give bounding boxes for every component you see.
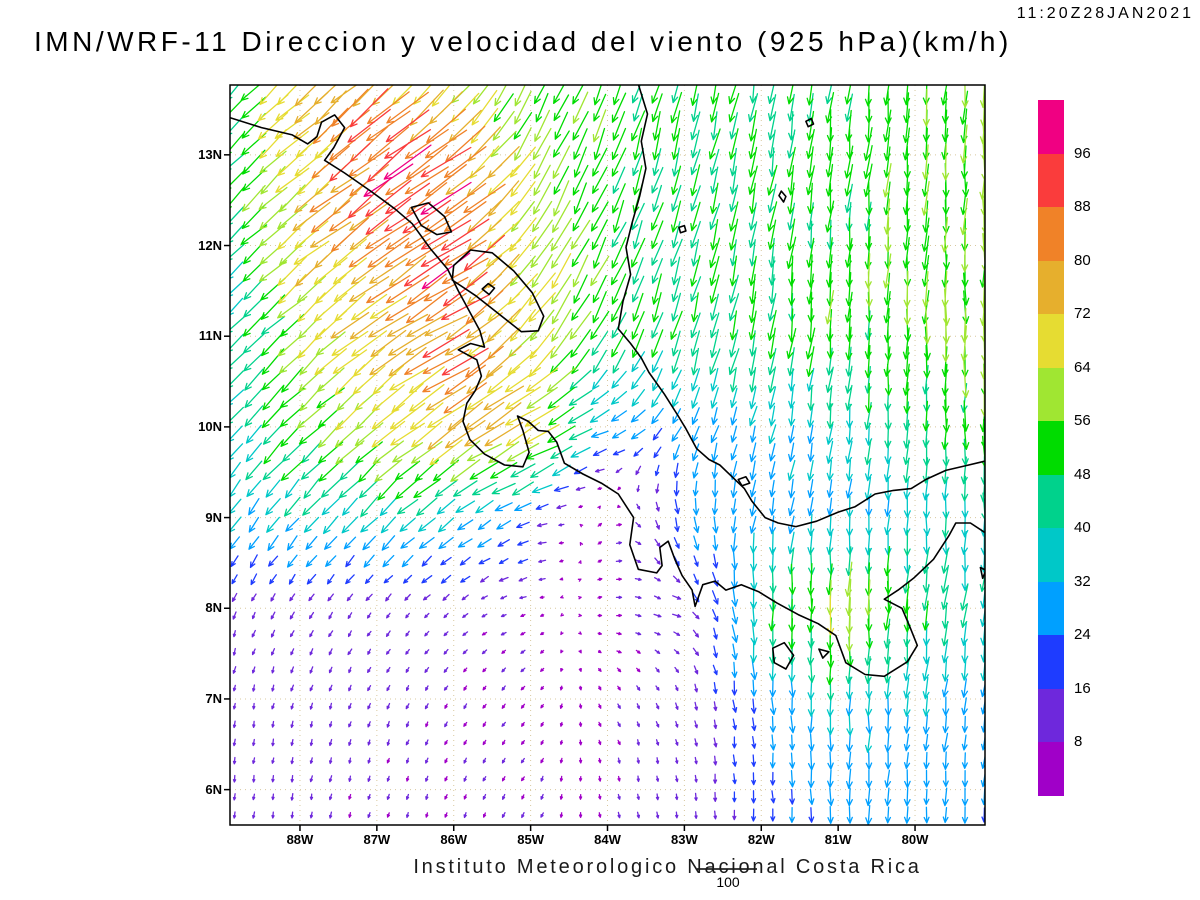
colorbar-label: 24 xyxy=(1074,626,1091,643)
coastline-corn-islands xyxy=(678,224,687,234)
x-tick-label: 83W xyxy=(671,832,698,847)
reference-vector-label: 100 xyxy=(716,874,740,890)
x-tick-label: 80W xyxy=(901,832,929,847)
x-tick-label: 87W xyxy=(363,832,391,847)
axis-ticks xyxy=(224,154,916,831)
colorbar-label: 72 xyxy=(1074,305,1091,322)
colorbar-label: 32 xyxy=(1074,572,1091,590)
gridlines xyxy=(230,85,985,825)
wind-arrows xyxy=(230,85,985,701)
wind-arrows xyxy=(329,88,506,376)
coastline-cebaco-island xyxy=(818,648,830,659)
x-tick-label: 82W xyxy=(747,832,775,847)
valid-timestamp: 11:20Z28JAN2021 xyxy=(1016,5,1194,22)
y-tick-label: 6N xyxy=(205,781,222,797)
wind-arrows xyxy=(230,85,985,686)
coastline-lake-managua xyxy=(410,202,453,236)
colorbar-label: 88 xyxy=(1074,198,1091,215)
colorbar-label: 16 xyxy=(1074,679,1091,697)
wind-arrows xyxy=(292,85,525,450)
x-tick-label: 85W xyxy=(517,832,544,847)
coastline-pacific-mainland xyxy=(230,114,985,678)
wind-arrows xyxy=(363,144,472,290)
wind-arrows xyxy=(348,486,641,819)
colorbar-label: 8 xyxy=(1074,733,1083,750)
y-tick-label: 13N xyxy=(198,146,222,162)
coastline-san-andres-island xyxy=(778,190,787,203)
coastline-ometepe-island xyxy=(481,282,496,296)
wind-arrows xyxy=(257,85,835,636)
coastline-providencia-island xyxy=(805,117,815,128)
wind-arrows xyxy=(241,85,985,652)
map-layers xyxy=(230,85,985,825)
colorbar-label: 80 xyxy=(1074,251,1091,269)
colorbar-segment xyxy=(1038,635,1064,689)
coastline-caribbean-coast xyxy=(617,85,985,528)
colorbar-segment xyxy=(1038,367,1064,421)
colorbar-segment xyxy=(1038,314,1064,368)
coastline-bocas-islands xyxy=(737,476,751,487)
x-tick-label: 84W xyxy=(594,832,621,847)
colorbar xyxy=(1038,100,1064,796)
wind-arrow-field xyxy=(230,85,985,825)
wind-arrows xyxy=(309,88,506,414)
y-tick-label: 11N xyxy=(198,328,222,344)
colorbar-segment xyxy=(1038,207,1064,261)
colorbar-label: 40 xyxy=(1074,519,1091,536)
y-tick-label: 9N xyxy=(205,509,222,525)
wind-arrows xyxy=(230,261,985,753)
wind-arrows xyxy=(230,427,985,823)
colorbar-segment xyxy=(1038,421,1064,475)
colorbar-segment xyxy=(1038,153,1064,207)
x-tick-label: 88W xyxy=(286,832,314,847)
footer-caption: Instituto Meteorologico Nacional Costa R… xyxy=(413,856,922,878)
y-tick-label: 12N xyxy=(198,237,222,253)
x-tick-label: 81W xyxy=(824,832,852,847)
y-tick-label: 7N xyxy=(205,690,222,706)
coastlines xyxy=(230,85,985,678)
colorbar-segment xyxy=(1038,742,1064,796)
colorbar-label: 96 xyxy=(1074,144,1091,162)
colorbar-label: 64 xyxy=(1074,358,1091,376)
y-tick-label: 10N xyxy=(198,418,222,434)
wind-arrows xyxy=(231,465,737,821)
wind-arrows xyxy=(230,406,985,825)
colorbar-segment xyxy=(1038,100,1064,154)
colorbar-segment xyxy=(1038,528,1064,582)
coastline-lake-nicaragua xyxy=(451,249,545,333)
coastline-coiba-island xyxy=(772,641,795,670)
colorbar-segment xyxy=(1038,260,1064,314)
colorbar-segment xyxy=(1038,474,1064,528)
x-tick-label: 86W xyxy=(440,832,468,847)
y-tick-label: 8N xyxy=(205,600,222,616)
colorbar-segment xyxy=(1038,688,1064,742)
colorbar-label: 56 xyxy=(1074,412,1091,429)
colorbar-segment xyxy=(1038,581,1064,635)
colorbar-label: 48 xyxy=(1074,465,1091,483)
chart-title: IMN/WRF-11 Direccion y velocidad del vie… xyxy=(34,26,1012,57)
